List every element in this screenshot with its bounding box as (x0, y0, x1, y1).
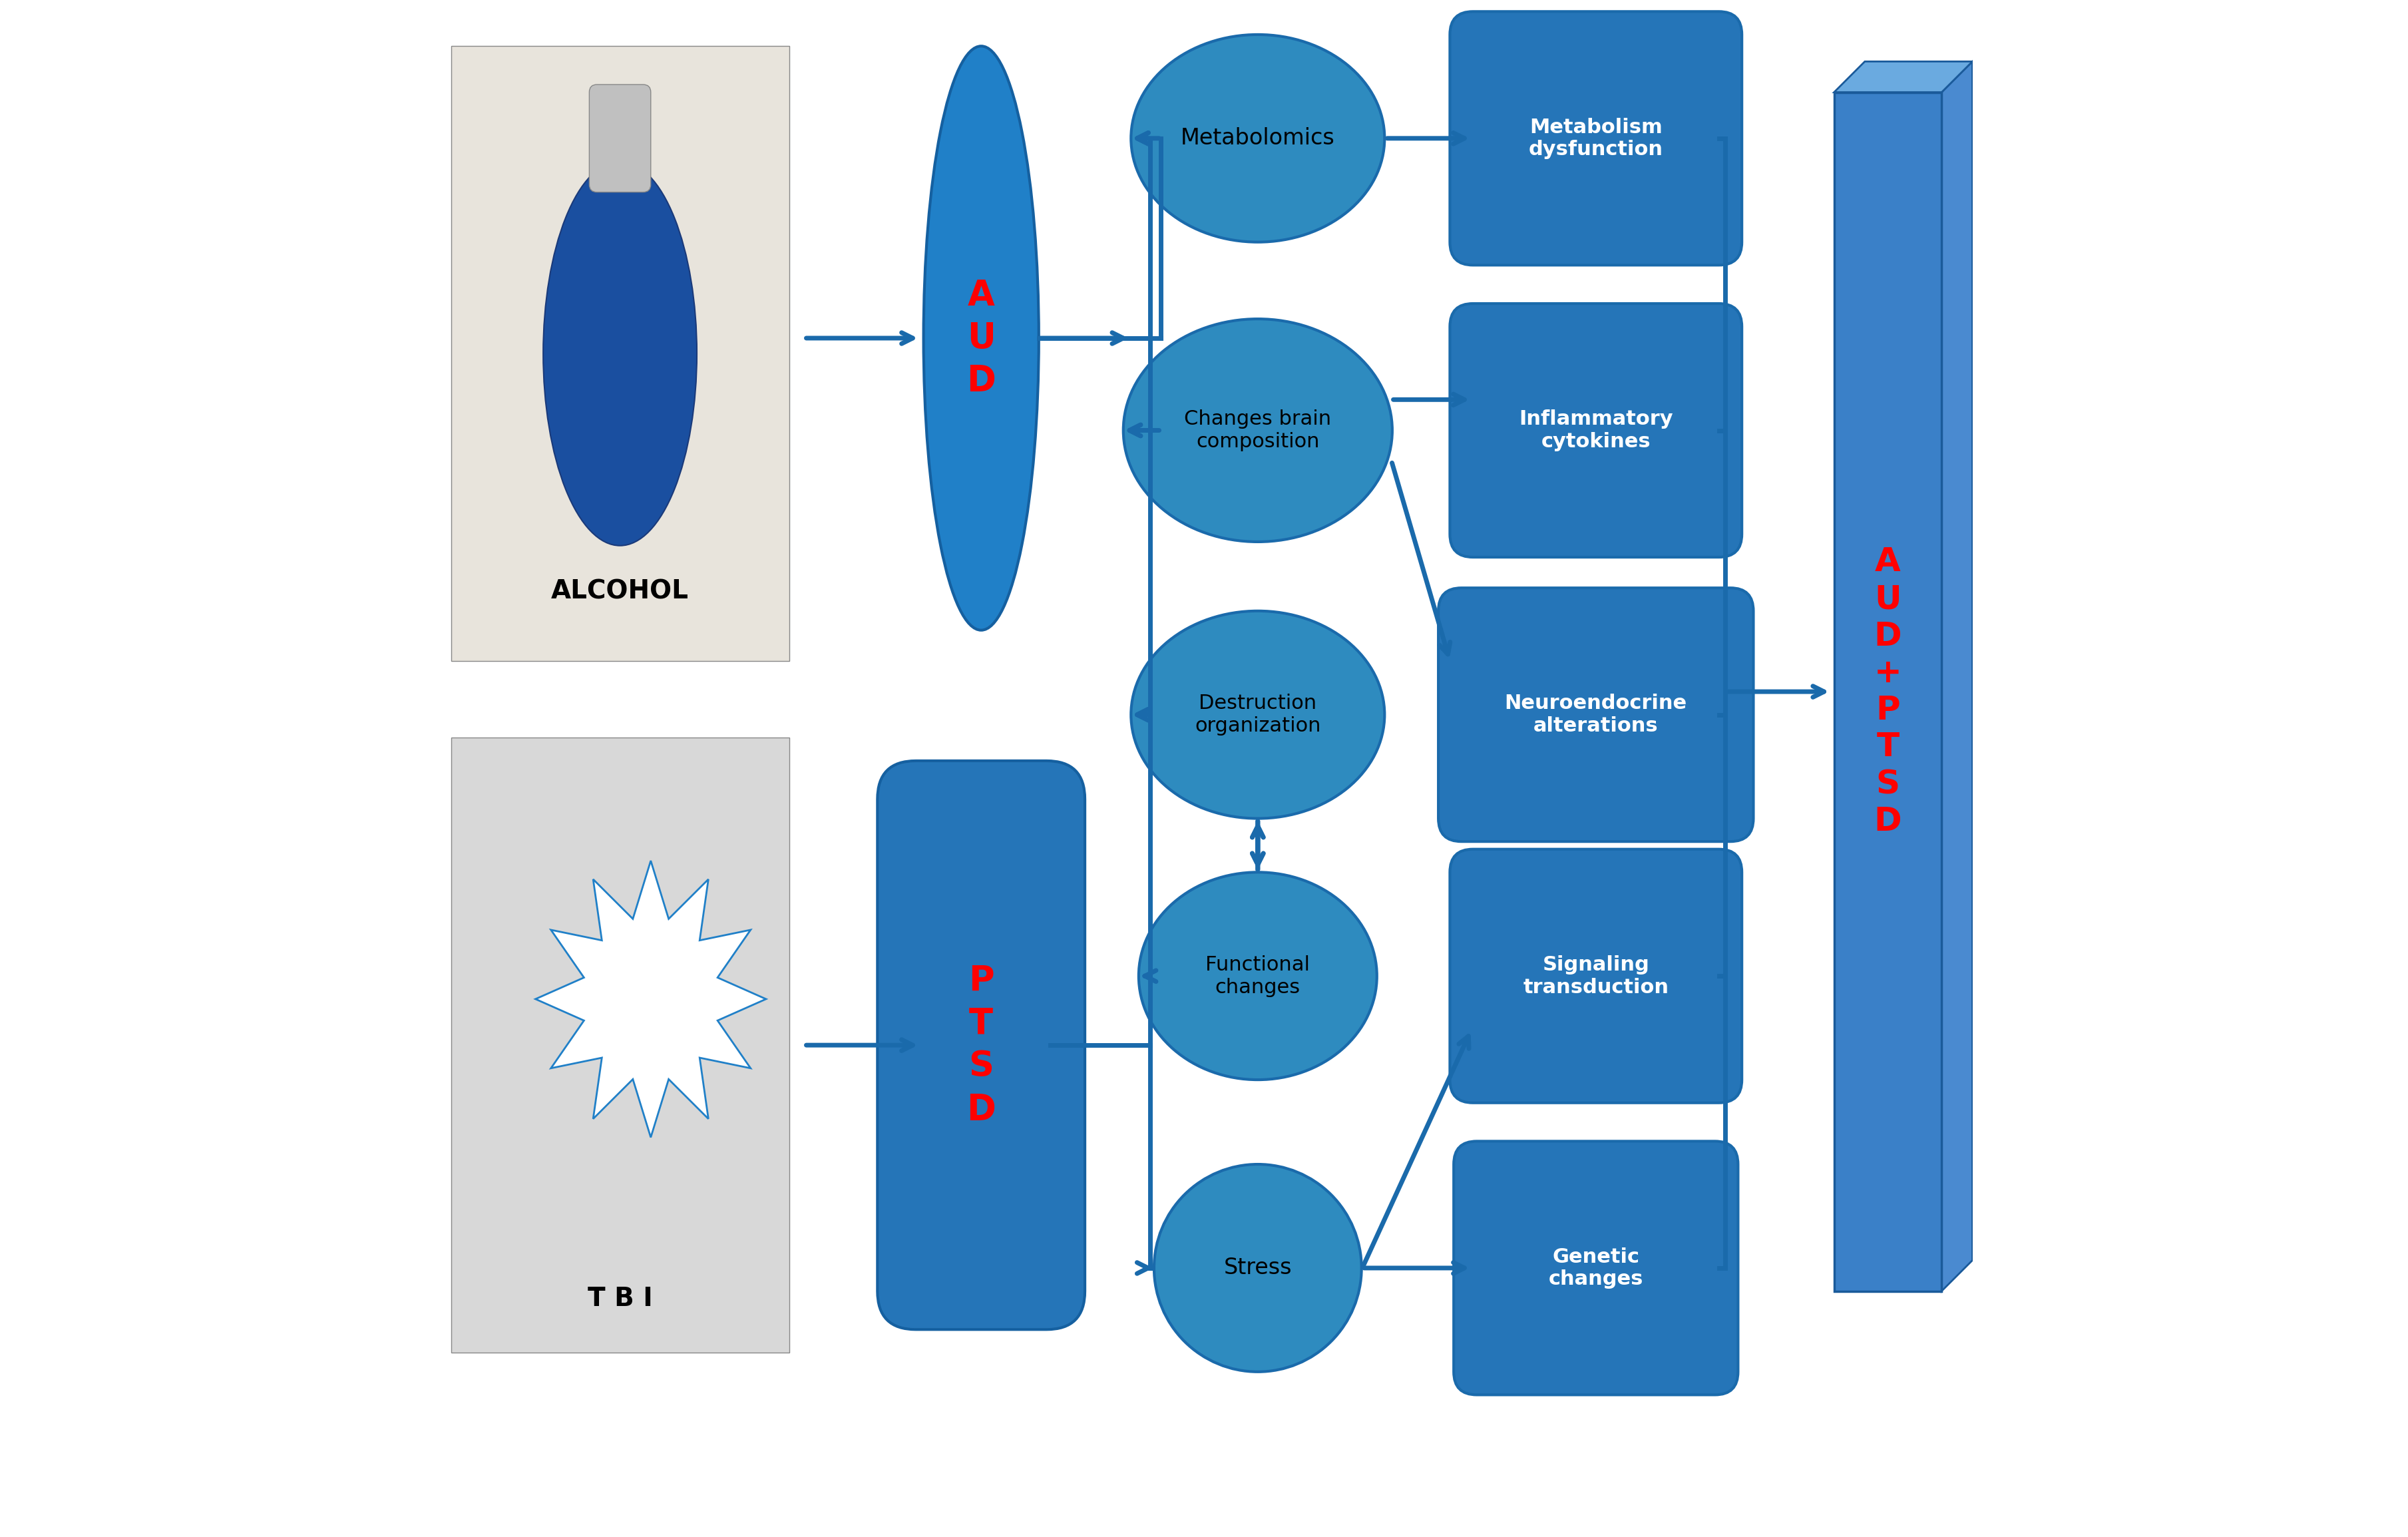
Ellipse shape (544, 161, 696, 546)
Ellipse shape (925, 46, 1038, 630)
FancyBboxPatch shape (450, 46, 790, 661)
Text: Neuroendocrine
alterations: Neuroendocrine alterations (1505, 693, 1688, 736)
Text: Genetic
changes: Genetic changes (1548, 1247, 1642, 1290)
FancyBboxPatch shape (1450, 304, 1741, 558)
FancyBboxPatch shape (1835, 92, 1941, 1291)
Text: Signaling
transduction: Signaling transduction (1522, 954, 1669, 998)
Text: Metabolomics: Metabolomics (1180, 128, 1334, 149)
FancyBboxPatch shape (1450, 12, 1741, 264)
Text: A
U
D
+
P
T
S
D: A U D + P T S D (1873, 546, 1902, 838)
Text: A
U
D: A U D (966, 278, 997, 398)
Text: Stress: Stress (1223, 1257, 1293, 1279)
FancyBboxPatch shape (450, 738, 790, 1353)
FancyBboxPatch shape (1438, 587, 1753, 842)
Text: P
T
S
D: P T S D (966, 964, 997, 1127)
Text: T B I: T B I (588, 1286, 653, 1311)
Ellipse shape (1153, 1165, 1361, 1373)
Text: Inflammatory
cytokines: Inflammatory cytokines (1519, 409, 1674, 452)
Polygon shape (1941, 61, 1972, 1291)
Polygon shape (1835, 61, 1972, 92)
FancyBboxPatch shape (1454, 1140, 1739, 1396)
Ellipse shape (1132, 34, 1385, 243)
Text: ALCOHOL: ALCOHOL (551, 579, 689, 604)
Text: Metabolism
dysfunction: Metabolism dysfunction (1529, 117, 1664, 160)
FancyBboxPatch shape (590, 85, 650, 192)
FancyBboxPatch shape (1450, 848, 1741, 1104)
Ellipse shape (1139, 873, 1377, 1079)
Text: Destruction
organization: Destruction organization (1194, 693, 1322, 736)
Text: Changes brain
composition: Changes brain composition (1185, 409, 1332, 452)
Text: Functional
changes: Functional changes (1206, 954, 1310, 998)
Ellipse shape (1132, 610, 1385, 818)
FancyBboxPatch shape (877, 761, 1086, 1330)
Ellipse shape (1122, 320, 1392, 543)
Polygon shape (535, 861, 766, 1137)
